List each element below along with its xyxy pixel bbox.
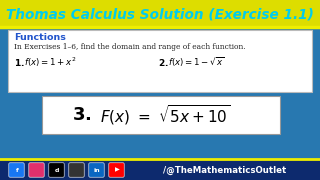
- Text: $\mathbf{2.}$: $\mathbf{2.}$: [158, 57, 169, 68]
- FancyBboxPatch shape: [89, 163, 104, 177]
- Text: $F(x)\ =\ \sqrt{5x + 10}$: $F(x)\ =\ \sqrt{5x + 10}$: [100, 103, 230, 127]
- Text: $f(x) = 1 + x^2$: $f(x) = 1 + x^2$: [24, 55, 76, 69]
- Text: $\mathbf{3.}$: $\mathbf{3.}$: [72, 106, 92, 124]
- Text: in: in: [94, 168, 100, 172]
- Bar: [0, 0, 320, 27]
- FancyBboxPatch shape: [109, 163, 124, 177]
- Text: /@TheMathematicsOutlet: /@TheMathematicsOutlet: [164, 165, 287, 175]
- Text: Functions: Functions: [14, 33, 66, 42]
- Text: $\mathbf{1.}$: $\mathbf{1.}$: [14, 57, 25, 68]
- Text: ▶: ▶: [115, 168, 119, 172]
- Bar: [0, 159, 320, 180]
- Text: Thomas Calculus Solution (Exercise 1.1): Thomas Calculus Solution (Exercise 1.1): [6, 7, 314, 21]
- FancyBboxPatch shape: [8, 30, 312, 92]
- Text: d: d: [55, 168, 59, 172]
- Bar: [0, 27, 320, 160]
- Text: In Exercises 1–6, find the domain and range of each function.: In Exercises 1–6, find the domain and ra…: [14, 43, 246, 51]
- FancyBboxPatch shape: [69, 163, 84, 177]
- Text: $f(x) = 1 - \sqrt{x}$: $f(x) = 1 - \sqrt{x}$: [168, 55, 224, 69]
- Text: f: f: [16, 168, 18, 172]
- FancyBboxPatch shape: [49, 163, 64, 177]
- FancyBboxPatch shape: [42, 96, 280, 134]
- FancyBboxPatch shape: [29, 163, 44, 177]
- FancyBboxPatch shape: [9, 163, 24, 177]
